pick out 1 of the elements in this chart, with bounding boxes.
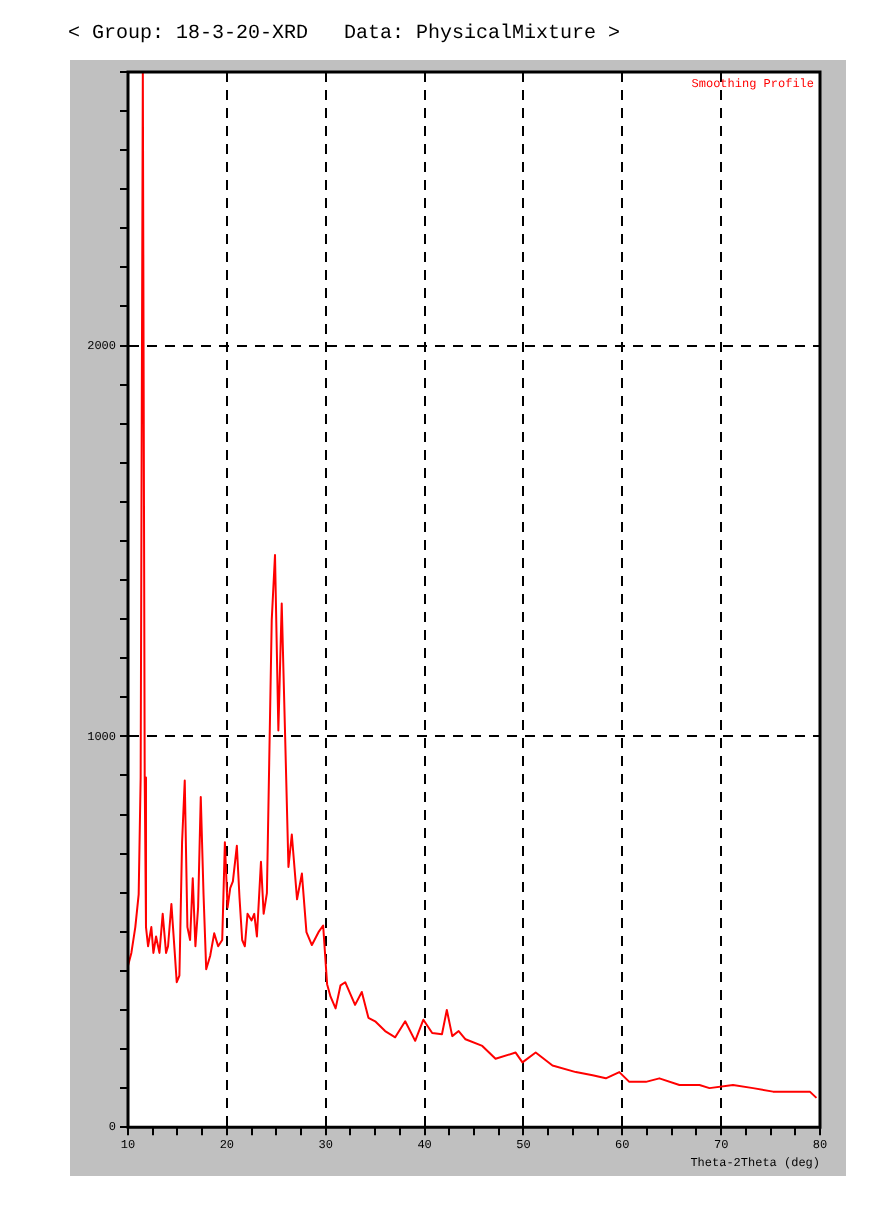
chart-title: < Group: 18-3-20-XRD Data: PhysicalMixture > <box>68 24 621 46</box>
